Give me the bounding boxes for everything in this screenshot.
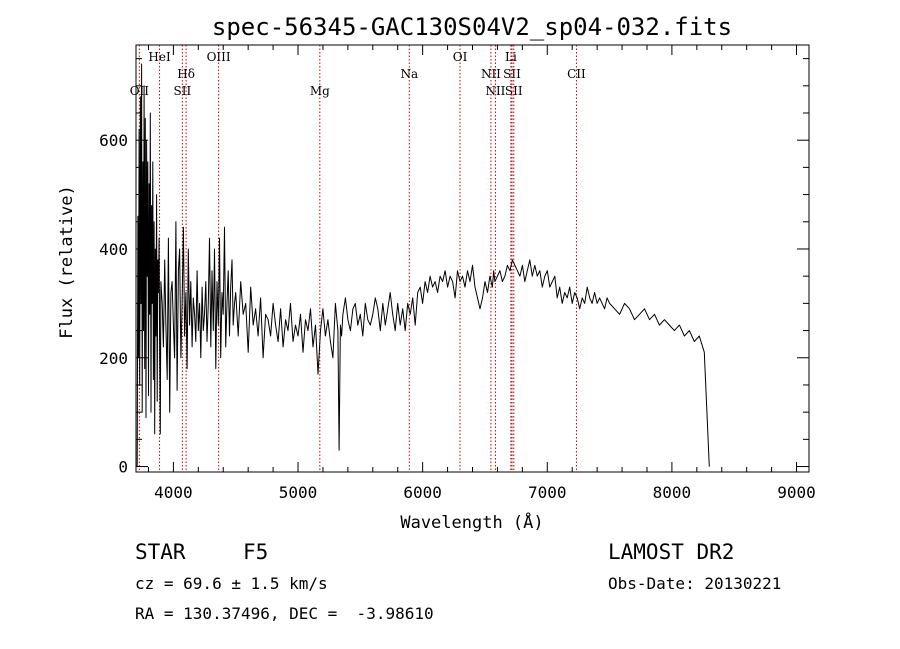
line-marker-label: Mg bbox=[310, 84, 330, 98]
y-tick-label: 400 bbox=[99, 240, 128, 259]
x-tick-label: 4000 bbox=[154, 483, 193, 502]
x-tick-label: 5000 bbox=[279, 483, 318, 502]
plot-frame bbox=[135, 44, 810, 473]
spectrum-line bbox=[136, 63, 710, 467]
y-tick-label: 0 bbox=[118, 458, 128, 477]
x-tick-label: 9000 bbox=[777, 483, 816, 502]
line-marker-label: SII bbox=[505, 84, 523, 98]
line-marker-label: SII bbox=[174, 84, 192, 98]
x-tick-label: 8000 bbox=[653, 483, 692, 502]
line-marker-label: HeI bbox=[148, 50, 171, 64]
line-marker-label: NII bbox=[481, 67, 501, 81]
line-marker-label: NII bbox=[485, 84, 505, 98]
chart-title: spec-56345-GAC130S04V2_sp04-032.fits bbox=[212, 13, 732, 41]
line-marker-label: Na bbox=[400, 67, 418, 81]
x-tick-label: 7000 bbox=[528, 483, 567, 502]
observation-date: Obs-Date: 20130221 bbox=[608, 574, 782, 593]
y-tick-label: 200 bbox=[99, 349, 128, 368]
y-axis-label: Flux (relative) bbox=[57, 185, 77, 339]
coordinates: RA = 130.37496, DEC = -3.98610 bbox=[135, 604, 434, 623]
line-marker-label: SII bbox=[503, 67, 521, 81]
line-marker-label: Hδ bbox=[177, 67, 195, 81]
redshift-velocity: cz = 69.6 ± 1.5 km/s bbox=[135, 574, 328, 593]
x-tick-label: 6000 bbox=[403, 483, 442, 502]
object-class: STAR bbox=[135, 540, 186, 564]
survey-release: LAMOST DR2 bbox=[608, 540, 735, 564]
line-marker-label: CII bbox=[567, 67, 586, 81]
x-axis-label: Wavelength (Å) bbox=[400, 511, 543, 533]
object-subclass: F5 bbox=[243, 540, 269, 564]
plot-axes: 4000 5000 6000 7000 8000 9000 0 200 400 600 bbox=[99, 44, 816, 502]
line-marker-label: OIII bbox=[207, 50, 231, 64]
line-marker-label: OI bbox=[453, 50, 468, 64]
line-marker-label: Li bbox=[505, 50, 517, 64]
spectrum-series bbox=[136, 63, 710, 467]
y-tick-label: 600 bbox=[99, 131, 128, 150]
